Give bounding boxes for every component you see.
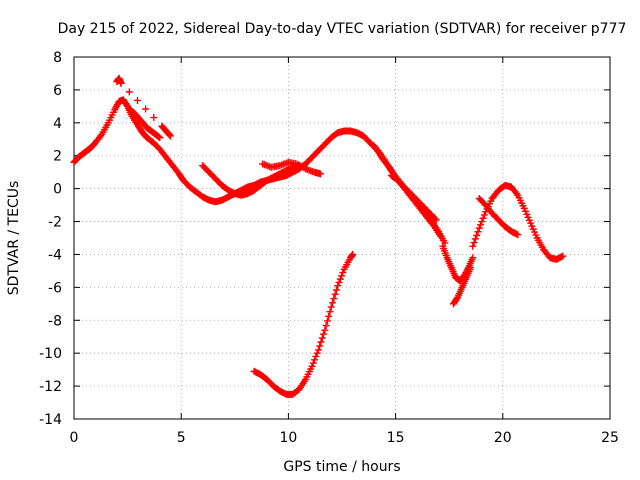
series-arc-recovery bbox=[469, 181, 567, 263]
data-point bbox=[332, 286, 340, 294]
y-tick-label: 6 bbox=[53, 83, 62, 99]
y-tick-label: 4 bbox=[53, 116, 62, 132]
y-tick-label: 0 bbox=[53, 182, 62, 198]
data-point bbox=[166, 132, 174, 140]
series-arc-recovery-2 bbox=[475, 195, 522, 239]
data-point bbox=[317, 170, 325, 178]
series-arc-main-2 bbox=[126, 106, 164, 142]
x-tick-label: 5 bbox=[177, 430, 186, 446]
data-point bbox=[311, 356, 319, 364]
x-tick-label: 25 bbox=[601, 430, 619, 446]
data-point bbox=[327, 303, 335, 311]
data-point bbox=[326, 308, 334, 316]
data-point bbox=[125, 88, 133, 96]
data-point bbox=[334, 282, 342, 290]
x-tick-label: 10 bbox=[279, 430, 297, 446]
series-arc-trough bbox=[439, 242, 477, 285]
data-point bbox=[431, 215, 439, 223]
data-point bbox=[308, 362, 316, 370]
data-point bbox=[117, 79, 125, 87]
chart-title: Day 215 of 2022, Sidereal Day-to-day VTE… bbox=[58, 21, 627, 37]
series-arc-main-1 bbox=[70, 96, 445, 240]
data-point bbox=[478, 218, 486, 226]
series-arc-mid-hump bbox=[259, 158, 325, 178]
axis-ticks bbox=[73, 56, 611, 420]
y-tick-label: -14 bbox=[39, 412, 62, 428]
data-point bbox=[514, 231, 522, 239]
data-point bbox=[166, 131, 174, 139]
x-axis-label: GPS time / hours bbox=[283, 459, 400, 475]
plot-frame bbox=[73, 56, 611, 420]
y-tick-label: -10 bbox=[39, 346, 62, 362]
data-point bbox=[316, 342, 324, 350]
data-point bbox=[313, 349, 321, 357]
data-point bbox=[156, 134, 164, 142]
x-tick-labels: 0 5 10 15 20 25 bbox=[70, 430, 619, 446]
data-point bbox=[320, 330, 328, 338]
series-arc-spikes bbox=[113, 74, 174, 140]
y-tick-label: -2 bbox=[48, 215, 62, 231]
series-arc-dip bbox=[449, 264, 475, 308]
data-point bbox=[142, 105, 150, 113]
y-tick-labels: -14 -12 -10 -8 -6 -4 -2 0 2 4 6 8 bbox=[39, 50, 62, 428]
data-point bbox=[479, 214, 487, 222]
data-point bbox=[473, 231, 481, 239]
data-point bbox=[323, 317, 331, 325]
data-point bbox=[322, 322, 330, 330]
data-point bbox=[480, 211, 488, 219]
data-point bbox=[331, 290, 339, 298]
grid bbox=[74, 57, 610, 419]
data-point bbox=[318, 334, 326, 342]
data-point bbox=[336, 275, 344, 283]
x-tick-label: 15 bbox=[387, 430, 405, 446]
data-point bbox=[559, 252, 567, 260]
data-point bbox=[321, 326, 329, 334]
data-point bbox=[329, 299, 337, 307]
series-arc-flat-segment bbox=[199, 162, 303, 199]
data-point bbox=[339, 269, 347, 277]
y-tick-label: 8 bbox=[53, 50, 62, 66]
y-axis-label: SDTVAR / TECUs bbox=[6, 181, 22, 296]
data-point bbox=[330, 295, 338, 303]
x-tick-label: 0 bbox=[70, 430, 79, 446]
data-point bbox=[335, 278, 343, 286]
data-point bbox=[133, 96, 141, 104]
y-tick-label: -4 bbox=[48, 247, 62, 263]
data-point bbox=[474, 228, 482, 236]
data-point bbox=[349, 250, 357, 258]
data-point bbox=[469, 254, 477, 262]
y-tick-label: -8 bbox=[48, 313, 62, 329]
data-point bbox=[309, 359, 317, 367]
data-point bbox=[325, 312, 333, 320]
data-point bbox=[475, 224, 483, 232]
data-point bbox=[314, 346, 322, 354]
data-point bbox=[317, 338, 325, 346]
data-point bbox=[467, 264, 475, 272]
y-tick-label: 2 bbox=[53, 149, 62, 165]
x-tick-label: 20 bbox=[494, 430, 512, 446]
data-points bbox=[70, 74, 567, 398]
data-point bbox=[150, 114, 158, 122]
data-point bbox=[477, 221, 485, 229]
data-point bbox=[469, 242, 477, 250]
series-arc-late-2 bbox=[387, 171, 440, 224]
y-tick-label: -6 bbox=[48, 280, 62, 296]
series-arc-low-excursion bbox=[250, 250, 357, 398]
y-tick-label: -12 bbox=[39, 379, 62, 395]
data-point bbox=[432, 216, 440, 224]
data-point bbox=[312, 352, 320, 360]
data-point bbox=[470, 239, 478, 247]
data-point bbox=[338, 272, 346, 280]
data-point bbox=[471, 235, 479, 243]
